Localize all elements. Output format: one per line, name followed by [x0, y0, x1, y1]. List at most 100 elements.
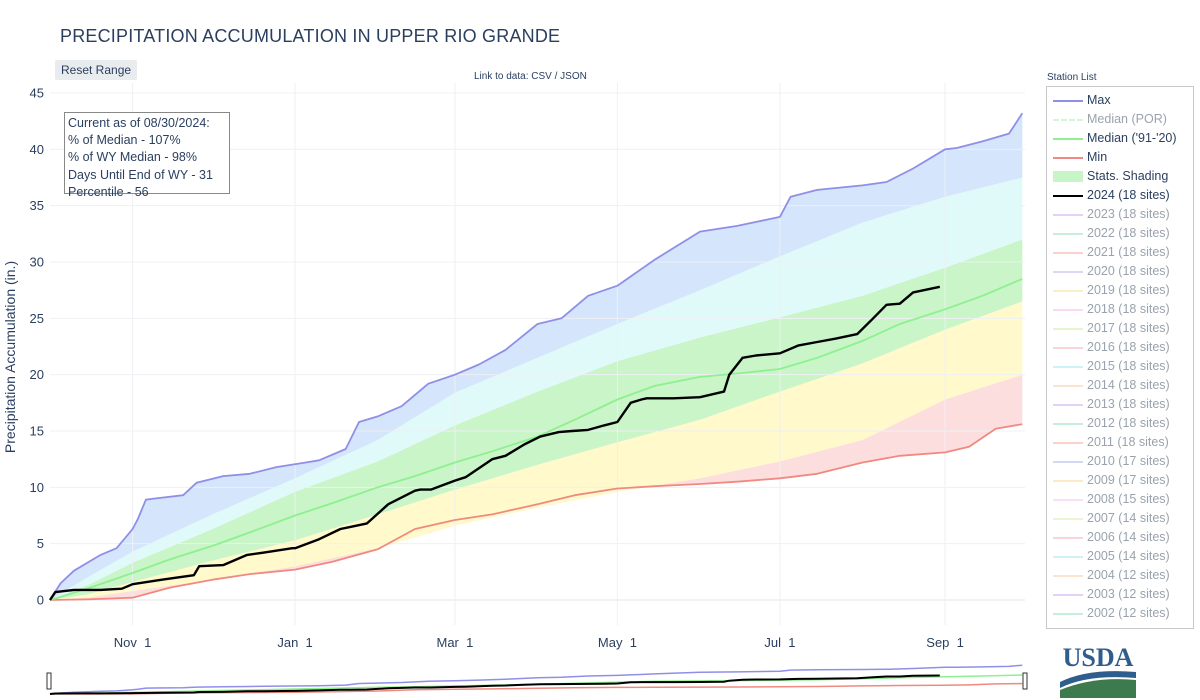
legend-swatch — [1053, 309, 1083, 311]
legend-item[interactable]: 2004 (12 sites) — [1049, 566, 1191, 585]
chart-gridlines — [50, 83, 1025, 625]
legend-item[interactable]: 2011 (18 sites) — [1049, 433, 1191, 452]
legend-item[interactable]: 2007 (14 sites) — [1049, 509, 1191, 528]
legend-label: 2011 (18 sites) — [1087, 435, 1169, 449]
legend-label: 2004 (12 sites) — [1087, 568, 1170, 582]
legend-label: Min — [1087, 150, 1108, 164]
annotation-line: Days Until End of WY - 31 — [68, 167, 213, 182]
legend-item[interactable]: Median (POR) — [1049, 110, 1191, 129]
range-slider[interactable] — [46, 661, 1028, 695]
annotation-line: Current as of 08/30/2024: — [68, 116, 210, 130]
legend-label: 2018 (18 sites) — [1087, 302, 1170, 316]
legend-item[interactable]: Min — [1049, 148, 1191, 167]
legend-swatch — [1053, 518, 1083, 520]
y-axis-title: Precipitation Accumulation (in.) — [2, 261, 18, 453]
legend-swatch — [1053, 214, 1083, 216]
legend-item[interactable]: Max — [1049, 91, 1191, 110]
legend-swatch — [1053, 100, 1083, 102]
shading-band — [50, 177, 1023, 600]
percentile-shading — [50, 113, 1023, 601]
series-line — [49, 423, 1023, 601]
legend-label: 2007 (14 sites) — [1087, 511, 1170, 525]
shading-band — [50, 239, 1023, 600]
legend-label: 2005 (14 sites) — [1087, 549, 1170, 563]
legend-item[interactable]: 2002 (12 sites) — [1049, 604, 1191, 623]
json-link[interactable]: JSON — [560, 71, 587, 82]
legend-swatch — [1053, 594, 1083, 596]
range-slider-preview — [49, 664, 1023, 695]
shading-band — [50, 113, 1023, 601]
data-link-label: Link to data: — [474, 71, 529, 82]
usda-logo-text: USDA — [1063, 643, 1134, 672]
x-tick-label: May 1 — [598, 635, 637, 650]
y-tick-label: 20 — [30, 367, 44, 382]
legend-swatch — [1053, 271, 1083, 273]
legend-item[interactable]: 2012 (18 sites) — [1049, 414, 1191, 433]
y-tick-label: 40 — [30, 142, 44, 157]
legend-swatch — [1053, 575, 1083, 577]
x-tick-label: Jan 1 — [277, 635, 312, 650]
series-line — [49, 112, 1024, 601]
legend-swatch — [1053, 233, 1083, 235]
legend-item[interactable]: 2005 (14 sites) — [1049, 547, 1191, 566]
legend-item[interactable]: 2019 (18 sites) — [1049, 281, 1191, 300]
legend-swatch — [1053, 613, 1083, 615]
annotation-line: % of Median - 107% — [68, 133, 181, 148]
legend-swatch — [1053, 461, 1083, 463]
legend-item[interactable]: 2003 (12 sites) — [1049, 585, 1191, 604]
y-tick-label: 25 — [30, 311, 44, 326]
legend-label: Median ('91-'20) — [1087, 131, 1177, 145]
slider-series-line — [49, 674, 940, 695]
legend-swatch — [1053, 328, 1083, 330]
legend-swatch — [1053, 157, 1083, 159]
legend-label: 2024 (18 sites) — [1087, 188, 1170, 202]
status-annotation: Current as of 08/30/2024: % of Median - … — [64, 112, 230, 199]
legend-item[interactable]: 2009 (17 sites) — [1049, 471, 1191, 490]
legend-label: 2016 (18 sites) — [1087, 340, 1170, 354]
legend-swatch — [1053, 537, 1083, 539]
legend-item[interactable]: Median ('91-'20) — [1049, 129, 1191, 148]
legend-label: 2002 (12 sites) — [1087, 606, 1170, 620]
legend-swatch — [1053, 290, 1083, 292]
legend-label: 2020 (18 sites) — [1087, 264, 1170, 278]
legend-label: Max — [1087, 93, 1111, 107]
legend-item[interactable]: 2006 (14 sites) — [1049, 528, 1191, 547]
legend-item[interactable]: 2022 (18 sites) — [1049, 224, 1191, 243]
legend-item[interactable]: 2021 (18 sites) — [1049, 243, 1191, 262]
legend-swatch — [1053, 385, 1083, 387]
legend-item[interactable]: 2017 (18 sites) — [1049, 319, 1191, 338]
reset-range-button[interactable]: Reset Range — [55, 60, 138, 80]
legend-item[interactable]: 2015 (18 sites) — [1049, 357, 1191, 376]
legend-item[interactable]: Stats. Shading — [1049, 167, 1191, 186]
legend-label: 2003 (12 sites) — [1087, 587, 1170, 601]
range-slider-right-handle[interactable] — [1022, 672, 1028, 690]
legend-label: 2021 (18 sites) — [1087, 245, 1170, 259]
legend-item[interactable]: 2014 (18 sites) — [1049, 376, 1191, 395]
legend-item[interactable]: 2008 (15 sites) — [1049, 490, 1191, 509]
legend-item[interactable]: 2020 (18 sites) — [1049, 262, 1191, 281]
legend-item[interactable]: 2018 (18 sites) — [1049, 300, 1191, 319]
data-link: Link to data: CSV / JSON — [474, 71, 587, 82]
legend-item[interactable]: 2023 (18 sites) — [1049, 205, 1191, 224]
y-tick-label: 0 — [37, 593, 44, 608]
legend-swatch — [1053, 423, 1083, 425]
y-tick-label: 10 — [30, 480, 44, 495]
legend-item[interactable]: 2024 (18 sites) — [1049, 186, 1191, 205]
x-axis: Nov 1 Jan 1 Mar 1 May 1 Jul 1 Sep 1 — [114, 635, 964, 650]
legend-item[interactable]: 2016 (18 sites) — [1049, 338, 1191, 357]
legend-item[interactable]: 2010 (17 sites) — [1049, 452, 1191, 471]
legend-label: 2009 (17 sites) — [1087, 473, 1170, 487]
csv-link[interactable]: CSV — [531, 71, 552, 82]
legend-swatch — [1053, 252, 1083, 254]
range-slider-left-handle[interactable] — [46, 672, 52, 690]
legend-swatch — [1053, 556, 1083, 558]
legend-label: 2019 (18 sites) — [1087, 283, 1170, 297]
legend-swatch — [1053, 171, 1083, 182]
y-tick-label: 30 — [30, 255, 44, 270]
legend-title: Station List — [1047, 72, 1097, 83]
y-tick-label: 15 — [30, 424, 44, 439]
legend-swatch — [1053, 195, 1083, 197]
legend-item[interactable]: 2013 (18 sites) — [1049, 395, 1191, 414]
y-axis: 0 5 10 15 20 25 30 35 40 45 — [30, 86, 44, 608]
